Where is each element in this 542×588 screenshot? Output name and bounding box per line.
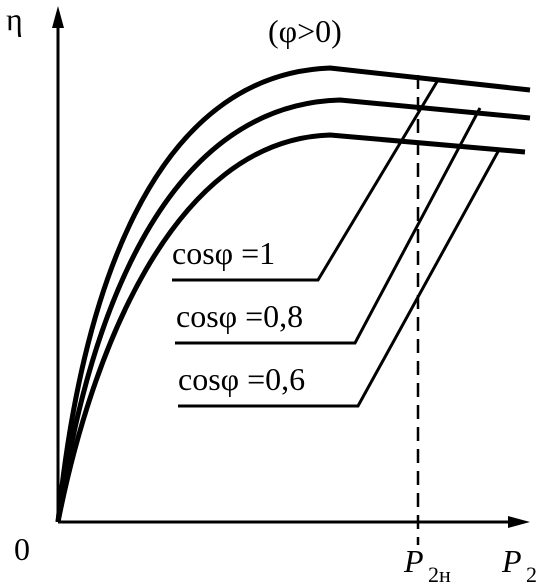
- leader-2: [175, 107, 482, 345]
- y-label: η: [6, 1, 23, 37]
- y-arrow: [52, 6, 64, 28]
- x-symbol: P: [501, 543, 522, 579]
- curve-label: cosφ =0,6: [178, 361, 305, 397]
- leader-3: [178, 147, 502, 408]
- condition: (φ>0): [268, 13, 342, 49]
- x-subscript: 2: [526, 562, 537, 587]
- rated-subscript: 2н: [428, 562, 451, 587]
- curve-3: [55, 132, 526, 523]
- curve-2: [55, 97, 531, 523]
- leader-1: [172, 79, 440, 282]
- curve-label: cosφ =0,8: [176, 298, 303, 334]
- origin-label: 0: [14, 531, 30, 567]
- rated-symbol: P: [403, 543, 424, 579]
- curve-label: cosφ =1: [172, 235, 275, 271]
- x-arrow: [508, 516, 530, 528]
- curve-1: [55, 65, 531, 523]
